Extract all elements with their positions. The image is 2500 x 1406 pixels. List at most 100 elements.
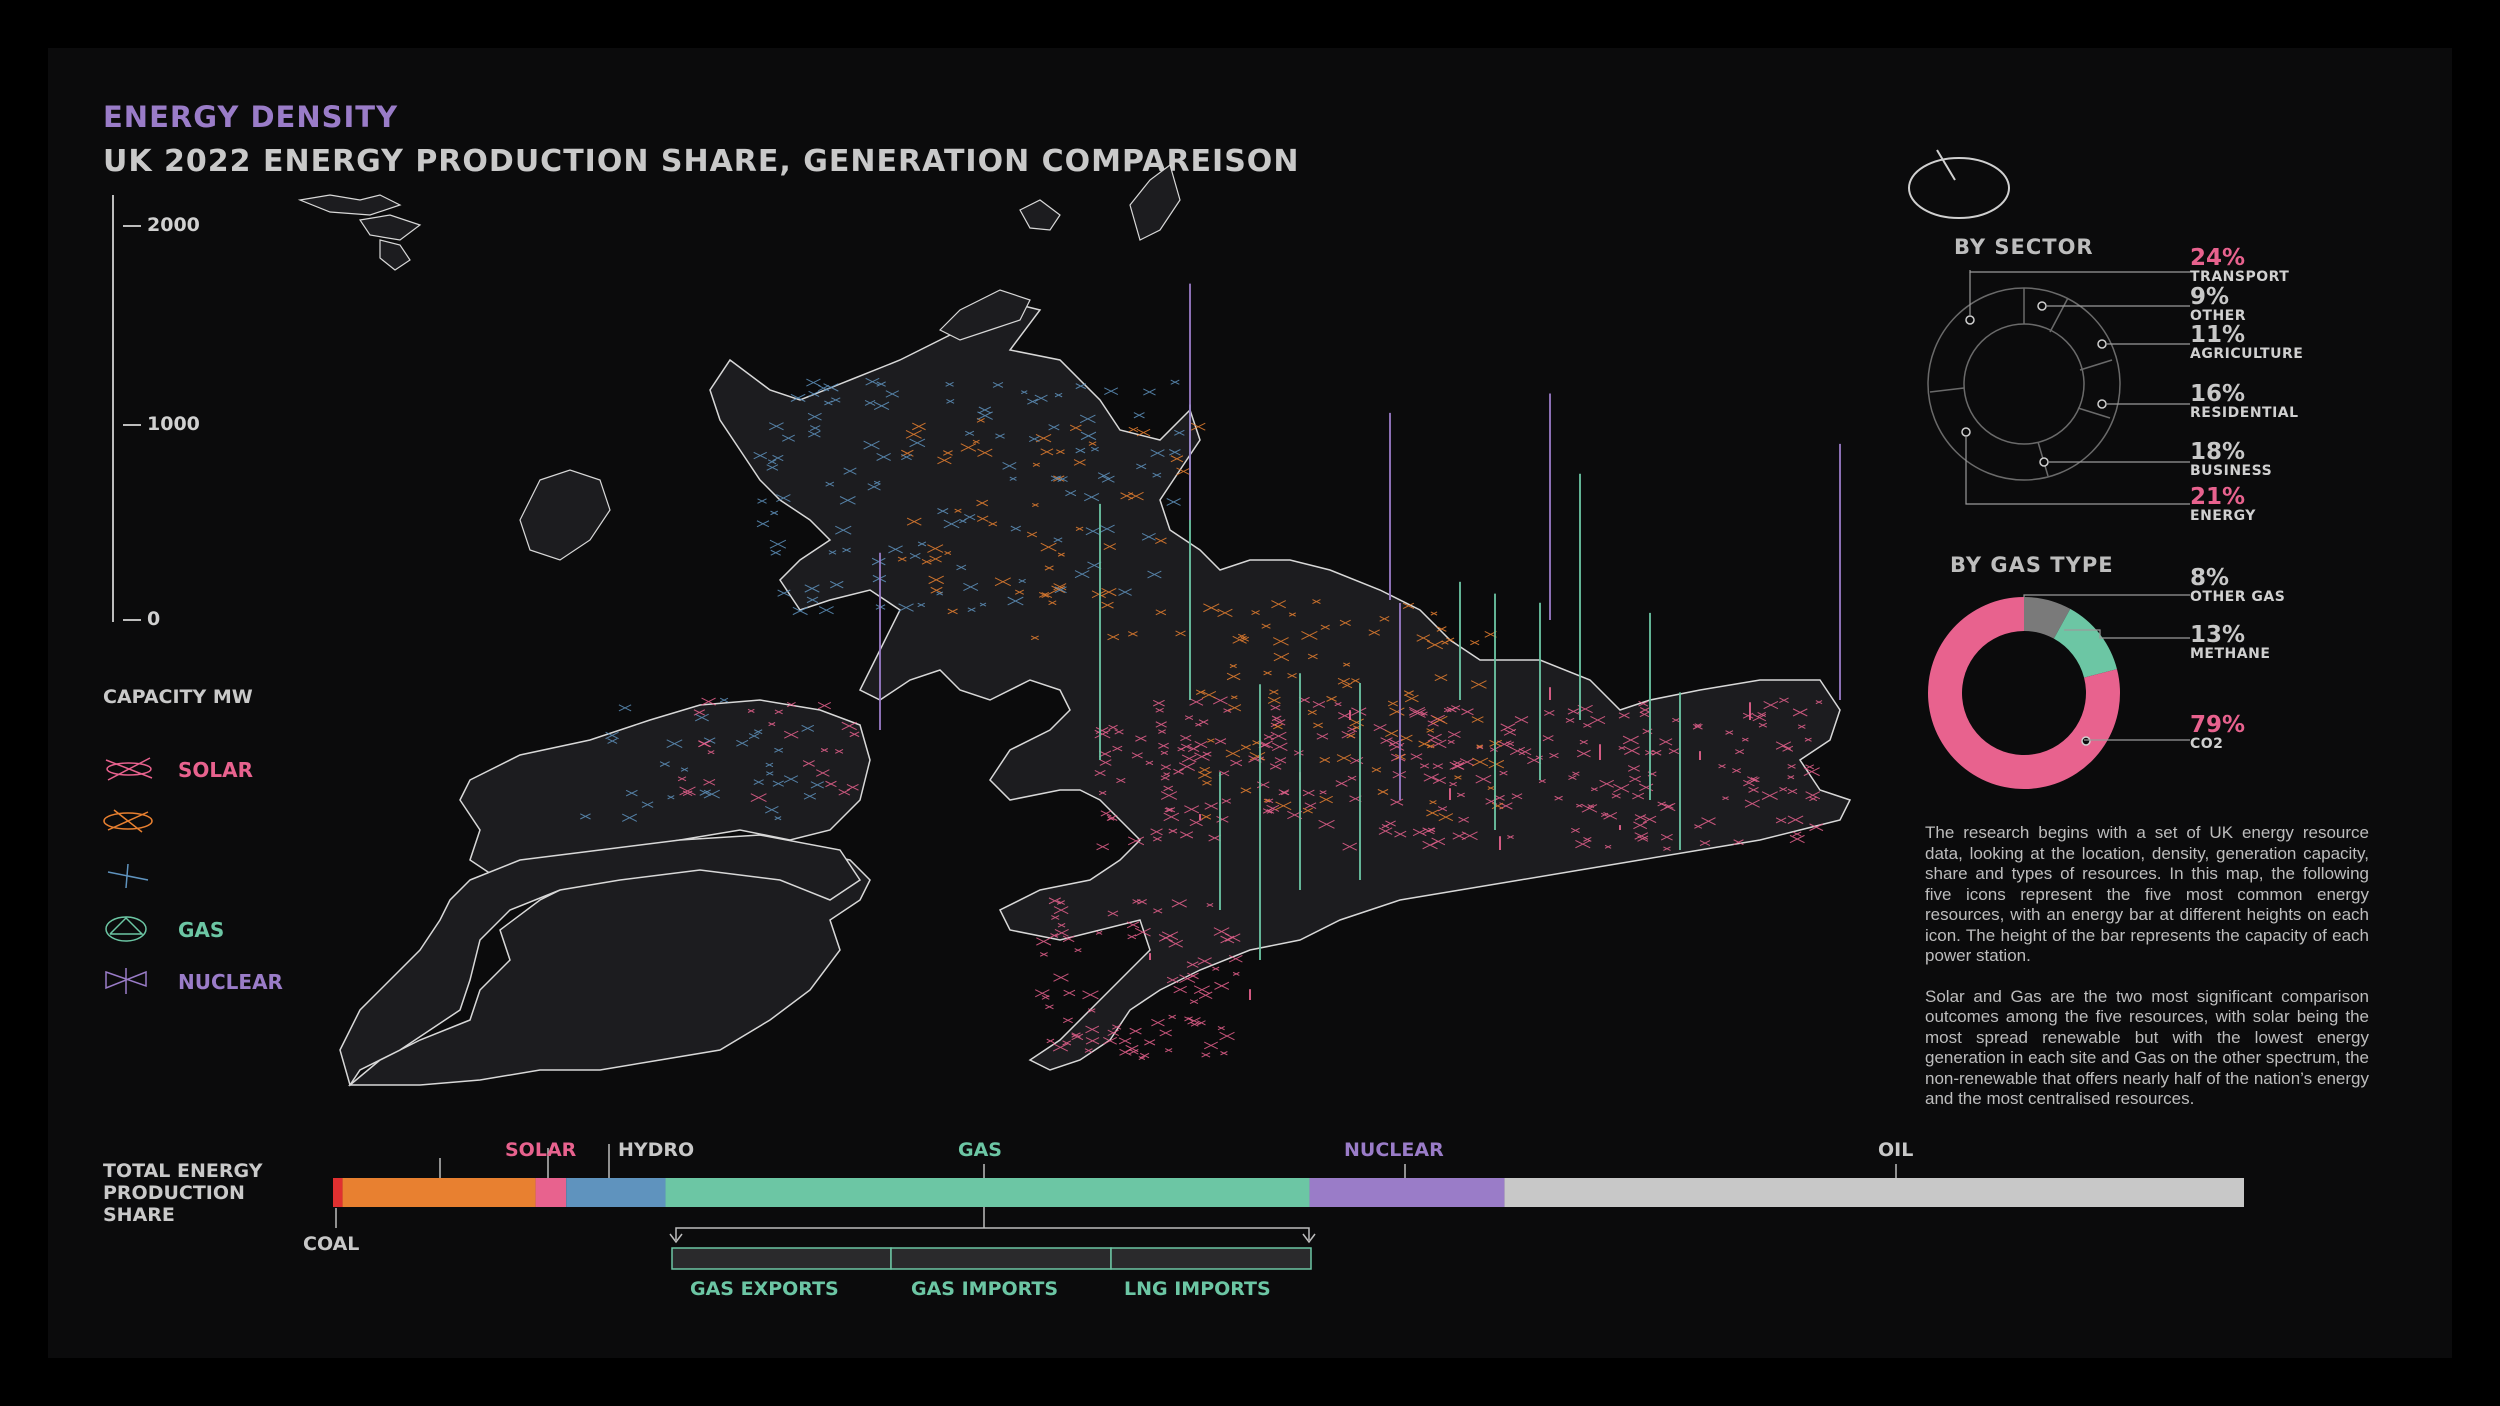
station-mark: [1160, 750, 1168, 756]
station-mark: [1155, 707, 1164, 713]
station-mark: [1639, 707, 1651, 713]
station-mark: [1732, 768, 1741, 774]
capacity-title: CAPACITY MW: [103, 686, 253, 708]
sector-residential: 16% RESIDENTIAL: [2190, 383, 2299, 422]
station-mark: [1307, 653, 1318, 660]
gas-icon: [105, 916, 147, 942]
station-mark: [807, 412, 822, 421]
station-mark: [1027, 398, 1039, 405]
station-mark: [1572, 771, 1580, 776]
station-mark: [818, 384, 830, 392]
station-mark: [1107, 816, 1115, 821]
station-mark: [804, 584, 820, 593]
station-mark: [1470, 680, 1487, 689]
station-mark: [1672, 717, 1680, 723]
station-mark: [1404, 694, 1419, 703]
station-mark: [783, 775, 799, 784]
station-mark: [1144, 1039, 1156, 1046]
station-mark: [1343, 662, 1351, 667]
station-mark: [1087, 1008, 1096, 1013]
station-mark: [1202, 751, 1212, 757]
station-mark: [1018, 578, 1026, 584]
station-mark: [1423, 773, 1439, 782]
station-mark: [621, 813, 638, 822]
station-mark: [1368, 629, 1380, 636]
station-mark: [1446, 706, 1457, 713]
gas-exports-label: GAS EXPORTS: [690, 1278, 839, 1300]
station-mark: [1419, 763, 1430, 769]
station-mark: [1377, 788, 1389, 795]
station-mark: [1251, 610, 1260, 616]
station-mark: [679, 786, 696, 796]
station-mark: [769, 539, 787, 549]
wind-icon: [103, 809, 153, 833]
station-mark: [1815, 700, 1823, 705]
station-mark: [1489, 747, 1498, 752]
station-mark: [964, 513, 976, 521]
station-mark: [1743, 779, 1755, 787]
station-mark: [1212, 966, 1220, 971]
station-mark: [1390, 798, 1404, 806]
station-mark: [1429, 800, 1437, 805]
station-mark: [1403, 690, 1414, 696]
donut-slice-other-gas: [2024, 597, 2071, 639]
station-mark: [1735, 749, 1745, 755]
station-mark: [1213, 927, 1230, 936]
station-mark: [1437, 806, 1448, 812]
station-mark: [748, 733, 760, 740]
station-mark: [1642, 815, 1657, 824]
station-mark: [1319, 795, 1333, 804]
station-mark: [1792, 708, 1808, 717]
station-mark: [1230, 695, 1238, 700]
station-mark: [1189, 999, 1199, 1005]
description: The research begins with a set of UK ene…: [1925, 823, 2369, 1130]
station-mark: [1622, 735, 1639, 745]
station-mark: [1163, 785, 1174, 792]
station-mark: [944, 550, 952, 556]
station-mark: [1143, 388, 1156, 396]
station-mark: [1500, 723, 1516, 732]
station-mark: [1418, 740, 1431, 748]
station-mark: [1351, 707, 1367, 716]
station-mark: [1426, 640, 1444, 650]
station-mark: [1611, 793, 1621, 799]
station-mark: [1787, 788, 1798, 795]
station-mark: [618, 704, 632, 712]
station-mark: [1048, 897, 1061, 905]
station-mark: [808, 390, 820, 398]
station-mark: [1267, 696, 1281, 704]
sector-transport: 24% TRANSPORT: [2190, 247, 2289, 286]
station-mark: [1129, 1027, 1142, 1035]
station-mark: [1385, 820, 1396, 827]
station-mark: [666, 739, 683, 748]
station-mark: [1139, 1052, 1150, 1059]
station-mark: [1230, 759, 1243, 767]
station-mark: [1085, 527, 1101, 536]
great-britain-landmass: [519, 289, 1852, 1071]
station-mark: [1114, 729, 1124, 735]
station-mark: [766, 771, 774, 776]
station-mark: [937, 508, 949, 515]
station-mark: [1226, 672, 1241, 681]
station-mark: [1168, 1014, 1176, 1020]
station-mark: [1127, 934, 1137, 940]
station-mark: [1313, 722, 1323, 729]
station-mark: [865, 377, 880, 386]
station-mark: [1471, 716, 1484, 723]
gas-co2-label: CO2: [2190, 736, 2224, 752]
station-mark: [978, 406, 992, 414]
station-mark: [1576, 749, 1591, 758]
gas-imports-label: GAS IMPORTS: [911, 1278, 1059, 1300]
station-mark: [1603, 812, 1618, 820]
station-mark: [1461, 831, 1478, 841]
station-mark: [1035, 989, 1050, 998]
station-mark: [1048, 424, 1060, 431]
station-mark: [1112, 1024, 1122, 1030]
station-mark: [1567, 708, 1580, 715]
station-mark: [1240, 744, 1251, 751]
station-mark: [1048, 600, 1057, 606]
station-mark: [1632, 792, 1645, 800]
station-mark: [885, 390, 899, 398]
station-mark: [1581, 804, 1598, 813]
station-mark: [945, 381, 954, 387]
